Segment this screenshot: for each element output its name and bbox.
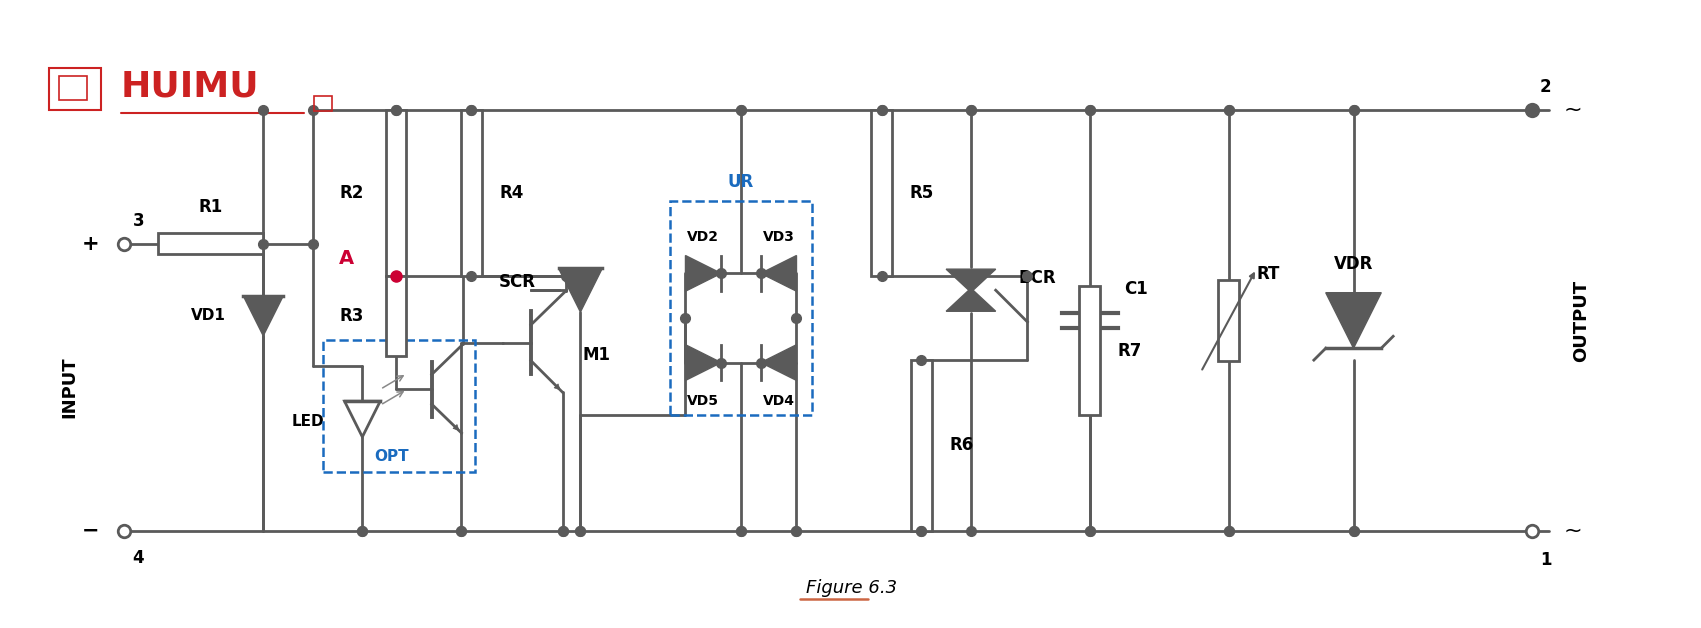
Polygon shape <box>558 268 602 312</box>
Polygon shape <box>760 256 796 291</box>
Text: 4: 4 <box>133 549 145 567</box>
Text: C1: C1 <box>1124 279 1148 298</box>
Polygon shape <box>946 269 995 292</box>
Text: ~: ~ <box>1563 521 1582 541</box>
Text: R6: R6 <box>949 436 973 454</box>
Text: OUTPUT: OUTPUT <box>1572 279 1590 362</box>
Text: R2: R2 <box>340 184 364 202</box>
Bar <box>158 233 264 254</box>
Text: R5: R5 <box>910 184 934 202</box>
Text: VD5: VD5 <box>687 394 720 408</box>
Text: UR: UR <box>728 173 754 191</box>
Text: +: + <box>82 234 100 254</box>
Text: R4: R4 <box>498 184 524 202</box>
Text: 2: 2 <box>1539 78 1551 96</box>
Text: A: A <box>338 249 354 268</box>
Text: Figure 6.3: Figure 6.3 <box>806 578 898 597</box>
Text: RT: RT <box>1257 265 1279 283</box>
Text: 3: 3 <box>133 212 145 230</box>
Polygon shape <box>1325 293 1381 348</box>
Text: VD3: VD3 <box>762 230 794 244</box>
Text: 1: 1 <box>1539 551 1551 569</box>
Polygon shape <box>243 296 282 336</box>
Text: BCR: BCR <box>1019 269 1056 288</box>
Text: HUIMU: HUIMU <box>121 69 259 103</box>
Bar <box>313 96 332 111</box>
Text: LED: LED <box>293 414 325 428</box>
Polygon shape <box>760 345 796 381</box>
Bar <box>323 340 475 472</box>
Polygon shape <box>686 345 721 381</box>
Text: M1: M1 <box>582 345 611 364</box>
Text: R3: R3 <box>340 307 364 325</box>
Bar <box>1080 286 1101 415</box>
Text: INPUT: INPUT <box>60 357 78 418</box>
Bar <box>912 360 932 531</box>
Bar <box>386 110 407 276</box>
Bar <box>461 110 481 276</box>
Text: −: − <box>82 521 100 541</box>
Polygon shape <box>946 288 995 311</box>
Bar <box>670 201 813 415</box>
Bar <box>60 76 87 100</box>
Bar <box>49 68 100 110</box>
Bar <box>871 110 891 276</box>
Bar <box>386 276 407 355</box>
Text: VD4: VD4 <box>762 394 794 408</box>
Text: R7: R7 <box>1118 342 1141 360</box>
Text: VD2: VD2 <box>687 230 720 244</box>
Text: ~: ~ <box>1563 100 1582 120</box>
Text: VD1: VD1 <box>191 308 226 323</box>
Polygon shape <box>686 256 721 291</box>
Bar <box>1218 280 1238 361</box>
Text: SCR: SCR <box>498 273 536 291</box>
Polygon shape <box>345 401 381 437</box>
Text: R1: R1 <box>199 198 223 216</box>
Text: VDR: VDR <box>1334 255 1373 273</box>
Text: OPT: OPT <box>374 448 408 463</box>
